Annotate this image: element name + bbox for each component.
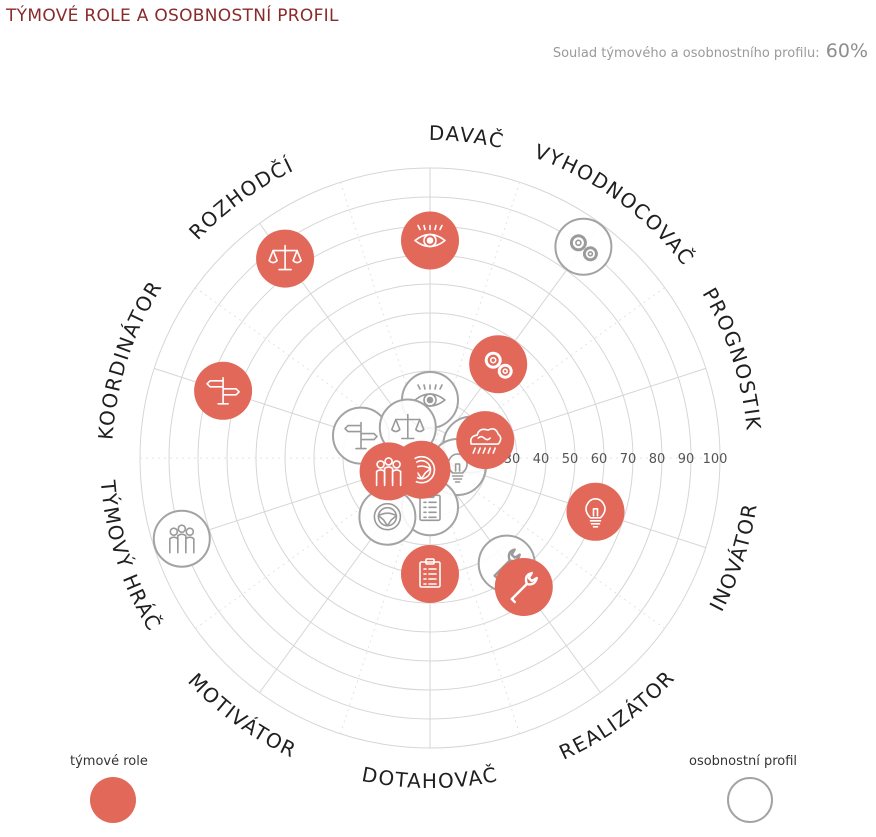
personal-profile-marker-8 bbox=[152, 509, 211, 568]
lightbulb-icon bbox=[585, 497, 606, 528]
personal-profile-marker-7 bbox=[358, 487, 417, 546]
personal-profile-ring bbox=[152, 509, 211, 568]
team-role-marker-3 bbox=[456, 411, 515, 470]
team-roles-series bbox=[194, 211, 625, 616]
axis-label-text: MOTIVÁTOR bbox=[183, 668, 299, 762]
personal-profile-marker-2 bbox=[554, 217, 613, 276]
scale-ticks: 30 40 50 60 70 80 90 100 bbox=[504, 452, 728, 467]
team-role-marker-2 bbox=[469, 335, 528, 394]
scale-tick-label: 90 bbox=[678, 452, 695, 467]
team-role-marker-10 bbox=[256, 229, 315, 288]
team-role-marker-8 bbox=[359, 442, 418, 501]
legend-personal-swatch bbox=[727, 777, 773, 823]
team-role-disc bbox=[456, 411, 515, 470]
scales-icon bbox=[268, 244, 302, 271]
eye-icon bbox=[414, 384, 446, 407]
axis-label: DOTAHOVAČ bbox=[360, 762, 500, 793]
people-icon bbox=[375, 457, 402, 487]
scale-tick-label: 50 bbox=[562, 452, 579, 467]
axis-label-text: VYHLEDAVAČ bbox=[0, 0, 505, 153]
scales-icon bbox=[390, 413, 425, 440]
scale-tick-label: 60 bbox=[591, 452, 608, 467]
people-icon bbox=[169, 524, 195, 554]
axis-label: KOORDINÁTOR bbox=[93, 276, 166, 441]
profile-match-value: 60% bbox=[825, 40, 868, 62]
team-role-marker-1 bbox=[401, 211, 459, 270]
gears-icon bbox=[484, 351, 513, 379]
cloud-icon bbox=[470, 427, 502, 454]
scale-tick-label: 100 bbox=[703, 452, 728, 467]
scale-tick-label: 40 bbox=[533, 452, 550, 467]
signpost-icon bbox=[344, 421, 378, 450]
team-role-disc bbox=[566, 482, 625, 541]
legend-team-label: týmové role bbox=[70, 754, 148, 769]
axis-label-text: KOORDINÁTOR bbox=[93, 276, 165, 441]
signpost-icon bbox=[206, 376, 240, 405]
team-role-disc bbox=[359, 442, 418, 501]
axis-label-text: TÝMOVÝ HRÁČ bbox=[96, 478, 165, 635]
legend-personal-label: osobnostní profil bbox=[689, 754, 798, 769]
gears-icon bbox=[569, 234, 598, 262]
clipboard-icon bbox=[419, 558, 441, 588]
team-role-marker-9 bbox=[194, 361, 253, 420]
profile-match-label: Soulad týmového a osobnostního profilu: bbox=[552, 46, 820, 61]
steering-wheel-icon bbox=[373, 502, 402, 531]
team-role-marker-6 bbox=[401, 545, 459, 603]
axis-label: VYHLEDAVAČ bbox=[0, 0, 507, 153]
page-title: TÝMOVÉ ROLE A OSOBNOSTNÍ PROFIL bbox=[6, 6, 339, 26]
team-role-marker-5 bbox=[494, 558, 553, 616]
scale-tick-label: 70 bbox=[620, 452, 637, 467]
axis-label-text: PROGNOSTIK bbox=[698, 284, 765, 433]
eye-icon bbox=[414, 224, 446, 248]
legend-team-swatch bbox=[90, 777, 136, 823]
scale-tick-label: 80 bbox=[649, 452, 666, 467]
profile-match: Soulad týmového a osobnostního profilu: … bbox=[553, 40, 868, 62]
team-role-marker-4 bbox=[566, 482, 625, 541]
axis-label: MOTIVÁTOR bbox=[183, 668, 300, 762]
axis-label: TÝMOVÝ HRÁČ bbox=[96, 478, 167, 635]
wrench-icon bbox=[510, 571, 538, 604]
axis-label: REALIZÁTOR bbox=[555, 665, 679, 764]
axis-label: PROGNOSTIK bbox=[698, 284, 766, 433]
axis-label-text: REALIZÁTOR bbox=[555, 665, 678, 764]
axis-label-text: DOTAHOVAČ bbox=[360, 762, 499, 793]
axis-labels: VYHLEDAVAČVYHODNOCOVAČPROGNOSTIKINOVÁTOR… bbox=[0, 0, 766, 793]
